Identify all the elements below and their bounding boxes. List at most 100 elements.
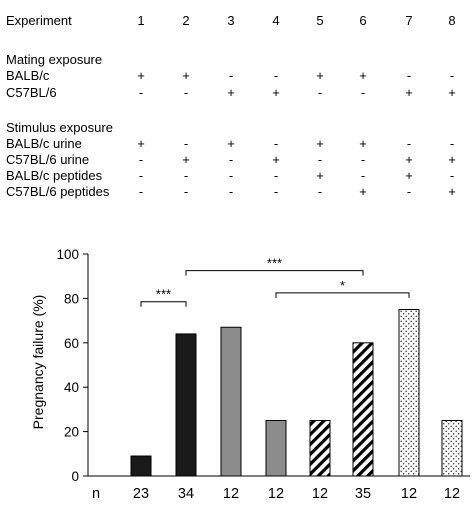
design-mark: + [359,68,367,83]
experiment-number: 8 [448,13,455,28]
y-tick-label: 40 [64,380,79,395]
n-value: 23 [133,486,149,502]
bracket-line [140,301,187,307]
design-mark: + [316,68,324,83]
design-mark: + [137,136,145,151]
design-mark: - [274,184,278,199]
design-mark: - [361,85,365,100]
y-tick-label: 100 [56,247,79,262]
experiment-number: 6 [359,13,366,28]
experiment-number: 4 [272,13,279,28]
design-mark: + [227,85,235,100]
n-value: 12 [312,486,328,502]
design-mark: - [139,184,143,199]
significance-bracket: *** [185,256,364,276]
design-mark: - [274,68,278,83]
design-mark: - [184,184,188,199]
n-value: 12 [268,486,284,502]
n-value: 34 [178,486,194,502]
design-mark: - [229,168,233,183]
design-row-label: C57BL/6 peptides [6,184,110,199]
bar-experiment-1 [130,455,152,477]
bracket-line [275,292,410,298]
design-row-label: C57BL/6 urine [6,152,89,167]
experiment-number: 5 [316,13,323,28]
bar-experiment-8 [441,420,463,477]
design-mark: - [274,168,278,183]
design-mark: - [407,68,411,83]
design-row: C57BL/6 urine - + - + - - + + [6,152,456,167]
bracket-line [185,270,364,276]
bar-experiment-3 [220,326,242,477]
design-group-title: Stimulus exposure [6,120,113,135]
y-tick-label: 20 [64,425,79,440]
design-row-label: BALB/c urine [6,136,82,151]
design-mark: + [182,68,190,83]
design-row-label: C57BL/6 [6,85,57,100]
design-mark: + [137,68,145,83]
y-axis-label: Pregnancy failure (%) [30,295,46,430]
design-mark: + [405,85,413,100]
design-mark: - [139,152,143,167]
y-tick-label: 0 [71,469,79,484]
design-row-label: BALB/c [6,68,50,83]
experiment-number: 1 [137,13,144,28]
n-label: n [92,486,100,502]
design-mark: + [316,168,324,183]
design-mark: + [227,136,235,151]
design-mark: - [318,184,322,199]
design-row: C57BL/6 peptides - - - - - + - + [6,184,456,199]
n-value: 35 [355,486,371,502]
design-mark: + [405,152,413,167]
y-tick-label: 80 [64,291,79,306]
design-mark: - [184,85,188,100]
design-mark: - [139,85,143,100]
significance-brackets: ******* [140,256,410,307]
design-group-title: Mating exposure [6,52,102,67]
y-tick-label: 60 [64,336,79,351]
significance-bracket: * [275,278,410,298]
design-row: BALB/c peptides - - - - + - + - [6,168,454,183]
bar-experiment-4 [265,420,287,477]
experiment-number: 7 [405,13,412,28]
design-row-label: BALB/c peptides [6,168,103,183]
n-value: 12 [223,486,239,502]
design-mark: - [229,68,233,83]
y-axis: 0 20 40 60 80 100 [56,247,89,484]
design-mark: - [184,136,188,151]
design-mark: - [361,152,365,167]
design-mark: + [182,152,190,167]
design-mark: - [450,136,454,151]
design-mark: - [318,152,322,167]
experiment-number: 2 [182,13,189,28]
design-mark: + [316,136,324,151]
significance-label: *** [267,256,282,271]
design-mark: + [448,85,456,100]
design-mark: + [405,168,413,183]
n-value: 12 [401,486,417,502]
experiment-numbers: 1 2 3 4 5 6 7 8 [137,13,455,28]
design-mark: + [448,152,456,167]
design-mark: + [272,152,280,167]
design-mark: + [359,184,367,199]
design-mark: - [318,85,322,100]
design-mark: - [450,168,454,183]
design-mark: + [448,184,456,199]
bar-experiment-7 [398,309,420,477]
design-mark: - [139,168,143,183]
bars [130,309,463,477]
design-mark: - [407,136,411,151]
experiment-header-label: Experiment [6,13,72,28]
design-mark: - [450,68,454,83]
bar-experiment-5 [309,420,331,477]
bar-experiment-6 [352,342,374,477]
design-mark: + [272,85,280,100]
design-mark: + [359,136,367,151]
design-mark: - [184,168,188,183]
design-row: BALB/c urine + - + - + + - - [6,136,454,151]
